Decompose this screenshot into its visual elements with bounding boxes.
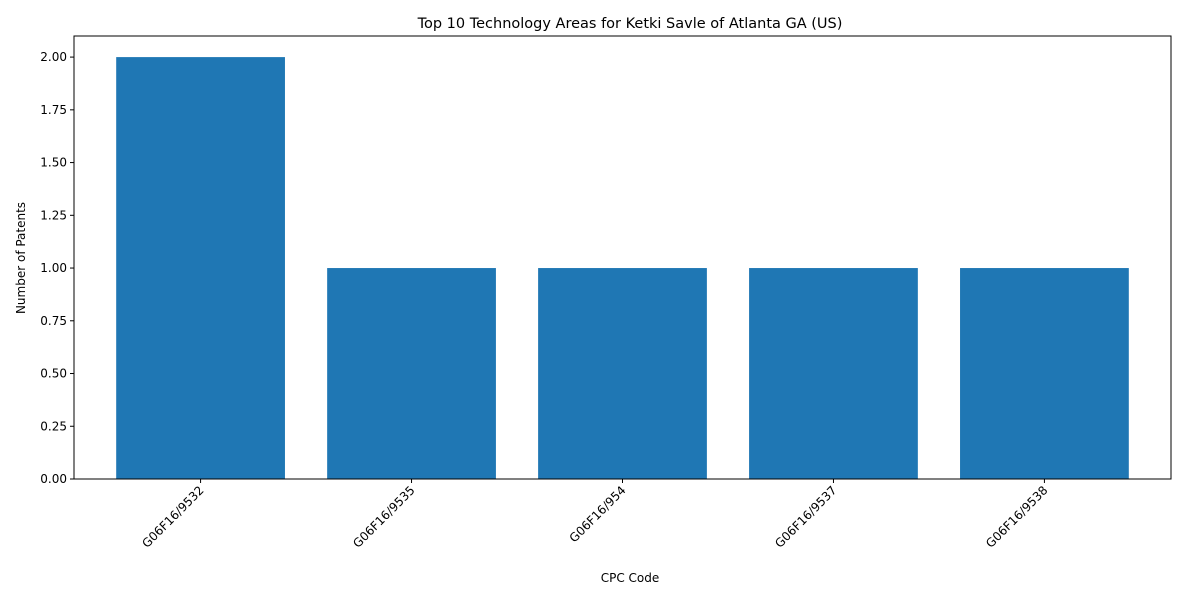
x-axis-title: CPC Code xyxy=(601,571,660,585)
bar-G06F16/954 xyxy=(538,268,707,479)
bar-G06F16/9538 xyxy=(960,268,1129,479)
y-axis: 0.00 0.25 0.50 0.75 1.00 1.25 1.50 1.75 2.00 xyxy=(40,50,74,486)
y-axis-title: Number of Patents xyxy=(14,202,28,314)
bar-G06F16/9537 xyxy=(749,268,918,479)
x-axis: G06F16/9532 G06F16/9535 G06F16/954 G06F16/9… xyxy=(139,479,1050,551)
x-tick-label: G06F16/954 xyxy=(567,483,629,545)
bar-G06F16/9532 xyxy=(116,57,285,479)
y-tick-label: 1.25 xyxy=(40,208,67,222)
y-tick-label: 1.00 xyxy=(40,261,67,275)
x-tick-label: G06F16/9532 xyxy=(139,483,206,550)
y-tick-label: 2.00 xyxy=(40,50,67,64)
x-tick-label: G06F16/9537 xyxy=(772,483,839,550)
y-tick-label: 0.50 xyxy=(40,367,67,381)
x-tick-label: G06F16/9535 xyxy=(350,483,417,550)
y-tick-label: 0.00 xyxy=(40,472,67,486)
chart-title: Top 10 Technology Areas for Ketki Savle … xyxy=(417,16,843,32)
x-tick-label: G06F16/9538 xyxy=(983,483,1050,550)
y-tick-label: 1.50 xyxy=(40,156,67,170)
bar-G06F16/9535 xyxy=(327,268,496,479)
y-tick-label: 0.75 xyxy=(40,314,67,328)
y-tick-label: 0.25 xyxy=(40,419,67,433)
bars-group xyxy=(116,57,1129,479)
y-tick-label: 1.75 xyxy=(40,103,67,117)
